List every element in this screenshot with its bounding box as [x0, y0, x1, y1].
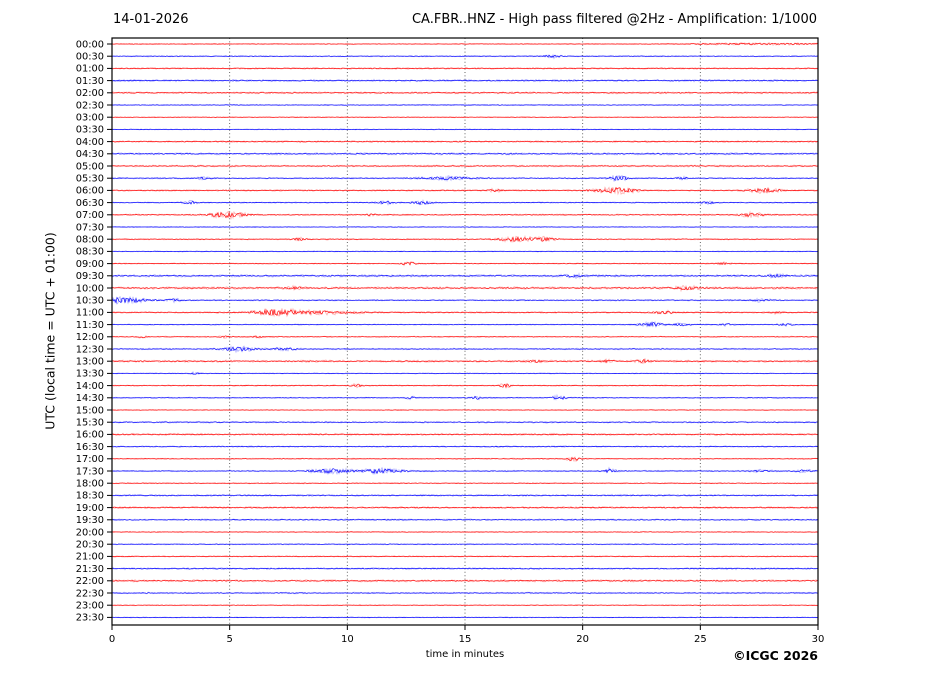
trace-08:00	[112, 237, 818, 241]
y-tick-label-07:30: 07:30	[76, 222, 104, 233]
y-tick-label-13:00: 13:00	[76, 357, 104, 368]
copyright-text: ©ICGC 2026	[733, 648, 818, 663]
y-tick-label-08:30: 08:30	[76, 247, 104, 258]
y-tick-label-01:00: 01:00	[76, 64, 104, 75]
y-tick-label-19:00: 19:00	[76, 503, 104, 514]
x-tick-label-15: 15	[459, 634, 472, 645]
plot-frame	[112, 38, 818, 625]
x-tick-label-20: 20	[576, 634, 589, 645]
y-tick-label-14:00: 14:00	[76, 381, 104, 392]
figure-title: CA.FBR..HNZ - High pass filtered @2Hz - …	[412, 12, 817, 27]
y-tick-label-18:30: 18:30	[76, 491, 104, 502]
y-tick-label-11:30: 11:30	[76, 320, 104, 331]
y-tick-label-05:30: 05:30	[76, 174, 104, 185]
y-tick-label-01:30: 01:30	[76, 76, 104, 87]
y-tick-label-02:00: 02:00	[76, 88, 104, 99]
y-tick-label-15:00: 15:00	[76, 405, 104, 416]
y-tick-label-19:30: 19:30	[76, 515, 104, 526]
y-tick-label-04:30: 04:30	[76, 149, 104, 160]
y-tick-label-06:00: 06:00	[76, 186, 104, 197]
y-tick-label-16:30: 16:30	[76, 442, 104, 453]
y-tick-label-12:00: 12:00	[76, 332, 104, 343]
x-axis-label: time in minutes	[426, 649, 505, 660]
y-tick-label-09:00: 09:00	[76, 259, 104, 270]
y-tick-label-12:30: 12:30	[76, 344, 104, 355]
y-tick-label-22:30: 22:30	[76, 588, 104, 599]
y-tick-label-10:30: 10:30	[76, 296, 104, 307]
y-tick-label-21:30: 21:30	[76, 564, 104, 575]
y-tick-label-21:00: 21:00	[76, 552, 104, 563]
y-tick-label-04:00: 04:00	[76, 137, 104, 148]
x-tick-label-5: 5	[226, 634, 232, 645]
y-tick-label-11:00: 11:00	[76, 308, 104, 319]
trace-22:30	[112, 593, 818, 594]
figure-date: 14-01-2026	[113, 12, 189, 27]
y-tick-label-09:30: 09:30	[76, 271, 104, 282]
y-tick-label-03:30: 03:30	[76, 125, 104, 136]
y-tick-label-17:30: 17:30	[76, 466, 104, 477]
y-tick-label-15:30: 15:30	[76, 418, 104, 429]
x-tick-label-0: 0	[109, 634, 115, 645]
y-tick-label-05:00: 05:00	[76, 161, 104, 172]
trace-17:30	[112, 469, 818, 474]
y-tick-label-03:00: 03:00	[76, 113, 104, 124]
y-tick-label-23:00: 23:00	[76, 601, 104, 612]
y-tick-label-16:00: 16:00	[76, 430, 104, 441]
y-tick-label-10:00: 10:00	[76, 283, 104, 294]
y-tick-label-08:00: 08:00	[76, 235, 104, 246]
trace-16:30	[112, 446, 818, 447]
y-tick-label-02:30: 02:30	[76, 100, 104, 111]
trace-band-00:30	[112, 55, 818, 58]
y-tick-label-23:30: 23:30	[76, 613, 104, 624]
y-tick-label-07:00: 07:00	[76, 210, 104, 221]
y-tick-label-14:30: 14:30	[76, 393, 104, 404]
y-tick-label-18:00: 18:00	[76, 479, 104, 490]
y-tick-label-06:30: 06:30	[76, 198, 104, 209]
y-axis-label: UTC (local time = UTC + 01:00)	[43, 232, 58, 430]
y-tick-label-20:00: 20:00	[76, 527, 104, 538]
y-tick-label-17:00: 17:00	[76, 454, 104, 465]
x-tick-label-30: 30	[812, 634, 825, 645]
y-tick-label-00:30: 00:30	[76, 52, 104, 63]
x-tick-label-10: 10	[341, 634, 354, 645]
y-tick-label-00:00: 00:00	[76, 39, 104, 50]
y-tick-label-20:30: 20:30	[76, 540, 104, 551]
y-tick-label-22:00: 22:00	[76, 576, 104, 587]
trace-14:00	[112, 384, 818, 387]
trace-04:00	[112, 141, 818, 142]
x-tick-label-25: 25	[694, 634, 707, 645]
y-tick-label-13:30: 13:30	[76, 369, 104, 380]
